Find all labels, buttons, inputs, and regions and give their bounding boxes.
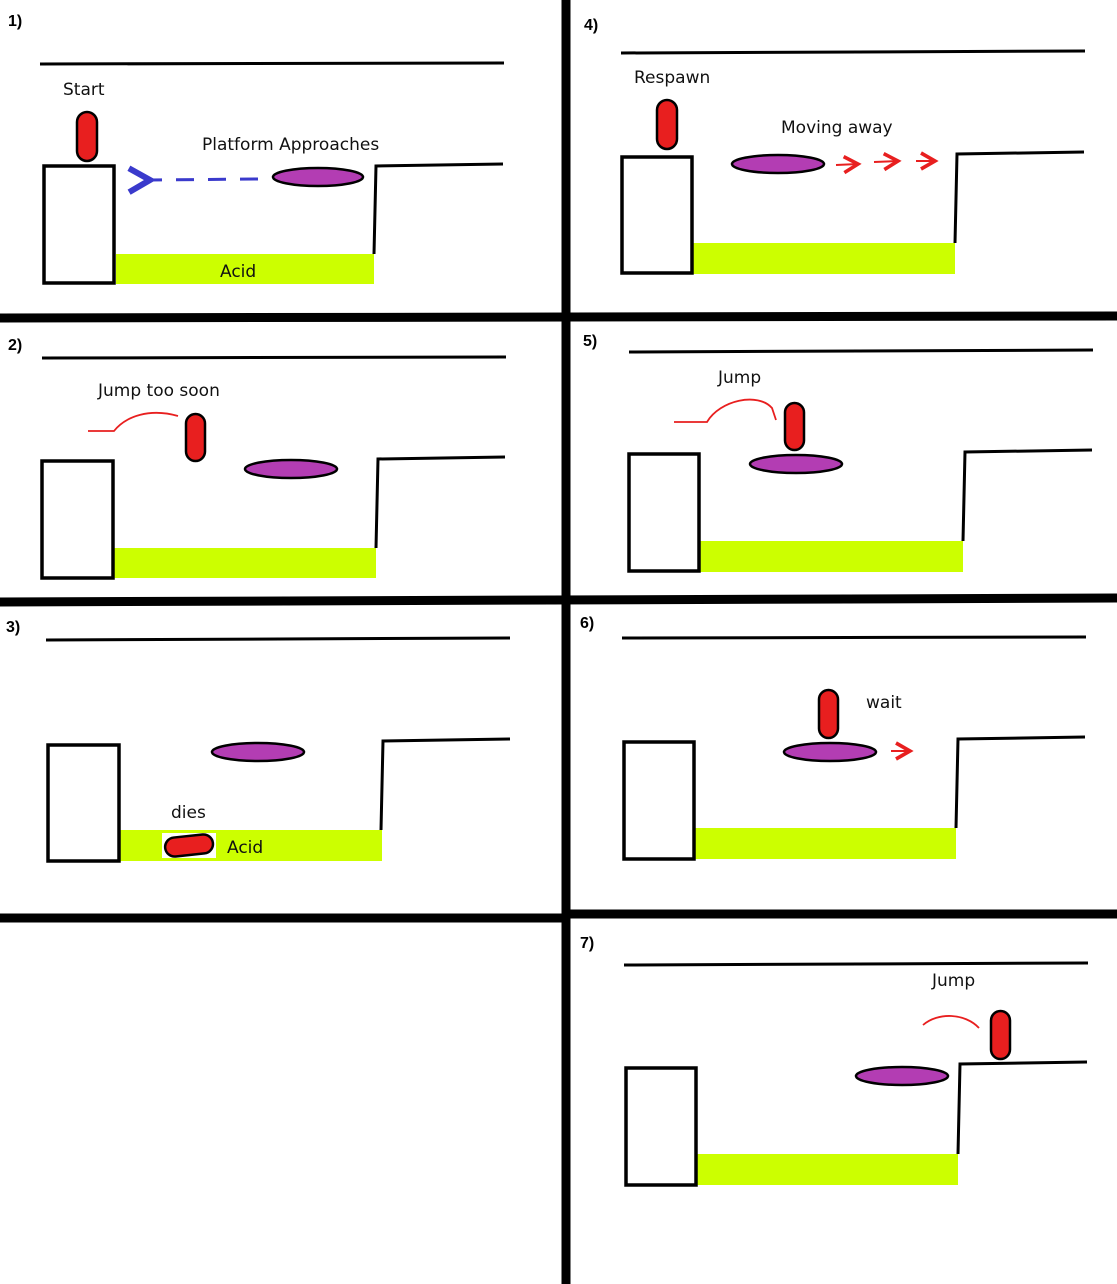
ceiling-line	[45, 636, 511, 642]
ceiling-line	[623, 961, 1089, 967]
acid-pool	[700, 541, 963, 572]
acid-pool	[694, 828, 956, 859]
dead-player-character	[163, 833, 215, 858]
panel-number: 5)	[583, 333, 597, 350]
player-character	[783, 401, 806, 452]
panel-4: 4) Respawn Moving away	[584, 17, 1086, 275]
label-jump-too-soon: Jump too soon	[97, 381, 220, 401]
player-character	[655, 98, 679, 151]
start-pillar	[46, 743, 121, 863]
ceiling-line	[41, 355, 507, 360]
approach-arrow	[150, 179, 259, 180]
ceiling-line	[39, 61, 505, 66]
moving-platform	[748, 453, 844, 475]
label-acid: Acid	[227, 838, 263, 858]
goal-ledge	[953, 150, 1085, 244]
label-moving-away: Moving away	[781, 118, 893, 138]
panel-7: 7) Jump	[580, 935, 1089, 1187]
moving-platform	[243, 458, 339, 480]
label-acid: Acid	[220, 262, 256, 282]
label-jump: Jump	[931, 971, 975, 991]
panel-number: 1)	[8, 13, 22, 30]
label-respawn: Respawn	[634, 68, 710, 88]
goal-ledge	[372, 162, 504, 255]
player-character	[817, 688, 840, 740]
acid-pool	[116, 254, 374, 284]
jump-arc	[922, 1015, 980, 1029]
player-character	[184, 412, 207, 463]
panel-3: 3) dies Acid	[6, 619, 511, 863]
ceiling-line	[620, 49, 1086, 55]
panel-5: 5) Jump	[583, 333, 1094, 573]
start-pillar	[624, 1066, 698, 1187]
panel-2: 2) Jump too soon	[8, 337, 507, 580]
panel-number: 3)	[6, 619, 20, 636]
label-wait: wait	[866, 693, 902, 713]
ceiling-line	[628, 348, 1094, 354]
start-pillar	[40, 459, 115, 580]
moving-platform	[271, 166, 365, 188]
goal-ledge	[374, 455, 506, 549]
panel-number: 4)	[584, 17, 598, 34]
goal-ledge	[961, 448, 1093, 542]
panel-number: 7)	[580, 935, 594, 952]
panel-1: 1) Start Platform Approaches Acid	[8, 13, 505, 285]
panel-number: 6)	[580, 615, 594, 632]
ceiling-line	[621, 635, 1087, 640]
goal-ledge	[379, 737, 511, 831]
moving-platform	[854, 1065, 950, 1087]
jump-arc	[674, 398, 777, 423]
start-pillar	[42, 164, 116, 285]
start-pillar	[622, 740, 696, 861]
player-character	[989, 1009, 1012, 1061]
acid-pool	[697, 1154, 958, 1185]
label-start: Start	[63, 80, 105, 100]
moving-platform	[210, 741, 306, 763]
label-jump: Jump	[717, 368, 761, 388]
start-pillar	[620, 155, 694, 275]
jump-arc	[88, 412, 179, 432]
player-character	[75, 110, 99, 163]
start-pillar	[627, 452, 701, 573]
panel-number: 2)	[8, 337, 22, 354]
label-dies: dies	[171, 803, 206, 823]
motion-arrow	[835, 155, 862, 175]
acid-pool	[114, 548, 376, 578]
acid-pool	[693, 243, 955, 274]
goal-ledge	[954, 735, 1086, 829]
goal-ledge	[956, 1060, 1088, 1155]
panel-6: 6) wait	[580, 615, 1087, 861]
moving-platform	[782, 741, 878, 763]
label-platform-approaches: Platform Approaches	[202, 135, 379, 155]
motion-arrow	[873, 151, 902, 172]
moving-platform	[730, 153, 826, 175]
